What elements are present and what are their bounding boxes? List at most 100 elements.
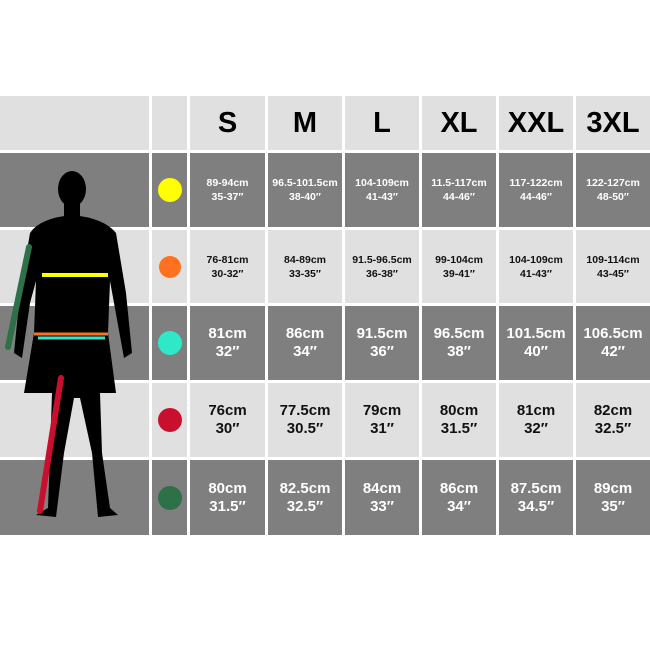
- hip-measure-icon: [157, 331, 182, 355]
- size-header-s: S: [190, 96, 265, 150]
- value-cm: 84cm: [362, 479, 402, 497]
- size-header-l: L: [345, 96, 419, 150]
- value-cm: 77.5cm: [279, 402, 331, 419]
- table-cell: 82.5cm 32.5″: [268, 460, 342, 535]
- value-cm: 80cm: [439, 402, 479, 419]
- table-cell: 84cm 33″: [345, 460, 419, 535]
- value-inches: 34″: [447, 497, 471, 515]
- table-cell: 11.5-117cm 44-46″: [422, 153, 496, 227]
- value-cm: 82cm: [593, 402, 633, 419]
- row-icon-cell: [152, 306, 187, 380]
- table-cell: 91.5-96.5cm 36-38″: [345, 230, 419, 303]
- value-inches: 32″: [215, 343, 240, 360]
- table-cell: 106.5cm 42″: [576, 306, 650, 380]
- inseam-measure-line: [37, 375, 64, 514]
- value-cm: 106.5cm: [583, 325, 643, 342]
- table-cell: 82cm 32.5″: [576, 383, 650, 457]
- value-cm: 89cm: [593, 479, 633, 497]
- value-inches: 40″: [524, 343, 548, 360]
- value-inches: 35″: [601, 497, 625, 515]
- value-cm: 99-104cm: [435, 253, 483, 266]
- value-cm: 80cm: [208, 479, 247, 497]
- value-cm: 86cm: [439, 479, 479, 497]
- table-cell: 79cm 31″: [345, 383, 419, 457]
- value-cm: 104-109cm: [355, 177, 409, 189]
- sleeve-measure-icon: [157, 485, 182, 510]
- value-inches: 38-40″: [289, 191, 321, 203]
- body-silhouette-figure: [5, 171, 132, 517]
- inseam-measure-icon: [157, 408, 182, 432]
- value-inches: 30″: [215, 420, 240, 437]
- value-inches: 34″: [293, 343, 317, 360]
- row-icon-cell: [152, 383, 187, 457]
- value-cm: 101.5cm: [506, 325, 566, 342]
- table-cell: 80cm 31.5″: [422, 383, 496, 457]
- value-cm: 104-109cm: [509, 253, 563, 266]
- value-cm: 79cm: [362, 402, 402, 419]
- row-icon-cell: [152, 460, 187, 535]
- value-cm: 82.5cm: [279, 479, 331, 497]
- value-inches: 32″: [524, 420, 548, 437]
- value-cm: 96.5cm: [433, 325, 485, 342]
- size-label: XXL: [507, 106, 565, 139]
- value-inches: 44-46″: [520, 191, 552, 203]
- value-inches: 36″: [370, 343, 394, 360]
- table-cell: 77.5cm 30.5″: [268, 383, 342, 457]
- table-cell: 101.5cm 40″: [499, 306, 573, 380]
- value-cm: 89-94cm: [206, 177, 249, 189]
- header-blank-figure: [0, 96, 149, 150]
- table-cell: 91.5cm 36″: [345, 306, 419, 380]
- value-inches: 31.5″: [440, 420, 478, 437]
- value-cm: 122-127cm: [586, 177, 640, 189]
- value-cm: 91.5cm: [356, 325, 408, 342]
- size-header-m: M: [268, 96, 342, 150]
- table-cell: 122-127cm 48-50″: [576, 153, 650, 227]
- value-cm: 81cm: [208, 325, 247, 342]
- value-cm: 96.5-101.5cm: [272, 177, 338, 189]
- table-cell: 99-104cm 39-41″: [422, 230, 496, 303]
- value-inches: 42″: [601, 343, 625, 360]
- table-cell: 104-109cm 41-43″: [499, 230, 573, 303]
- figure-row-bg: [0, 460, 149, 535]
- value-cm: 117-122cm: [509, 177, 563, 189]
- size-label: 3XL: [586, 106, 640, 139]
- table-cell: 89-94cm 35-37″: [190, 153, 265, 227]
- table-cell: 87.5cm 34.5″: [499, 460, 573, 535]
- value-inches: 48-50″: [597, 191, 629, 203]
- table-cell: 76cm 30″: [190, 383, 265, 457]
- table-cell: 80cm 31.5″: [190, 460, 265, 535]
- value-cm: 11.5-117cm: [431, 177, 487, 189]
- value-inches: 32.5″: [594, 420, 632, 437]
- value-inches: 38″: [447, 343, 471, 360]
- value-inches: 33-35″: [289, 267, 321, 280]
- value-cm: 86cm: [285, 325, 325, 342]
- size-label: XL: [440, 106, 478, 139]
- value-inches: 36-38″: [366, 267, 398, 280]
- size-header-3xl: 3XL: [576, 96, 650, 150]
- table-cell: 76-81cm 30-32″: [190, 230, 265, 303]
- table-cell: 81cm 32″: [190, 306, 265, 380]
- value-inches: 43-45″: [597, 267, 629, 280]
- value-inches: 31″: [370, 420, 394, 437]
- size-header-xl: XL: [422, 96, 496, 150]
- value-inches: 41-43″: [366, 191, 398, 203]
- table-cell: 104-109cm 41-43″: [345, 153, 419, 227]
- table-cell: 109-114cm 43-45″: [576, 230, 650, 303]
- table-cell: 89cm 35″: [576, 460, 650, 535]
- value-cm: 87.5cm: [510, 479, 562, 497]
- table-cell: 86cm 34″: [422, 460, 496, 535]
- sleeve-measure-line: [5, 244, 32, 350]
- chest-measure-icon: [157, 178, 182, 202]
- row-icon-cell: [152, 230, 187, 303]
- table-cell: 81cm 32″: [499, 383, 573, 457]
- value-cm: 91.5-96.5cm: [352, 253, 412, 266]
- value-inches: 39-41″: [443, 267, 475, 280]
- value-cm: 84-89cm: [283, 253, 327, 266]
- value-cm: 109-114cm: [586, 253, 640, 266]
- value-cm: 76cm: [208, 402, 247, 419]
- value-inches: 41-43″: [520, 267, 552, 280]
- size-label: M: [292, 106, 318, 139]
- size-label: S: [217, 106, 238, 139]
- value-inches: 31.5″: [209, 497, 246, 515]
- table-cell: 84-89cm 33-35″: [268, 230, 342, 303]
